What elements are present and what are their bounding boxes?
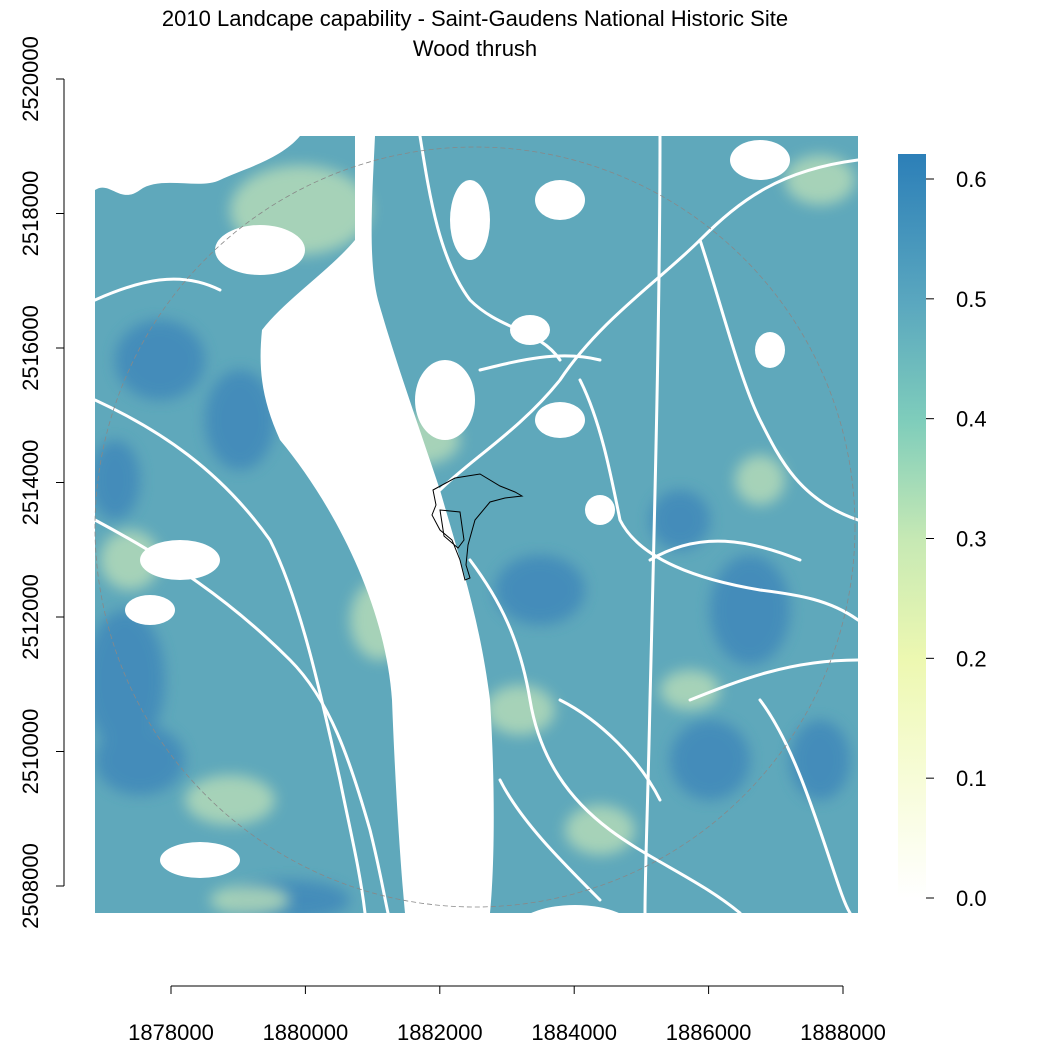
null-areas (95, 136, 790, 913)
capability-raster (95, 136, 858, 913)
legend-colorbar (898, 154, 926, 898)
x-tick-label: 1878000 (128, 1020, 214, 1045)
x-tick-label: 1888000 (800, 1020, 886, 1045)
chart-subtitle: Wood thrush (412, 36, 538, 61)
legend-tick-label: 0.3 (956, 527, 987, 552)
legend-tick-label: 0.2 (956, 646, 987, 671)
chart-title: 2010 Landcape capability - Saint-Gaudens… (161, 6, 789, 31)
legend-tick-label: 0.6 (956, 167, 987, 192)
legend-tick-label: 0.1 (956, 766, 987, 791)
y-axis: 2508000 2510000 2512000 2514000 2516000 25180… (18, 36, 65, 929)
x-tick-label: 1880000 (263, 1020, 349, 1045)
legend-tick-label: 0.5 (956, 287, 987, 312)
y-tick-label: 2512000 (18, 574, 43, 660)
x-tick-label: 1884000 (531, 1020, 617, 1045)
y-tick-label: 2520000 (18, 36, 43, 122)
x-tick-label: 1886000 (666, 1020, 752, 1045)
x-axis: 1878000 1880000 1882000 1884000 1886000 18880… (128, 985, 886, 1045)
legend-tick-label: 0.4 (956, 407, 987, 432)
y-tick-label: 2510000 (18, 709, 43, 795)
roads (95, 136, 858, 913)
y-tick-label: 2516000 (18, 305, 43, 391)
y-tick-label: 2518000 (18, 171, 43, 257)
x-tick-label: 1882000 (397, 1020, 483, 1045)
y-tick-label: 2508000 (18, 843, 43, 929)
color-legend: 0.0 0.1 0.2 0.3 0.4 0.5 0.6 (898, 154, 987, 911)
dark-high-capability-patches (95, 320, 850, 913)
y-tick-label: 2514000 (18, 440, 43, 526)
buffer-circle (94, 146, 856, 908)
legend-tick-label: 0.0 (956, 886, 987, 911)
park-boundary (431, 473, 524, 581)
